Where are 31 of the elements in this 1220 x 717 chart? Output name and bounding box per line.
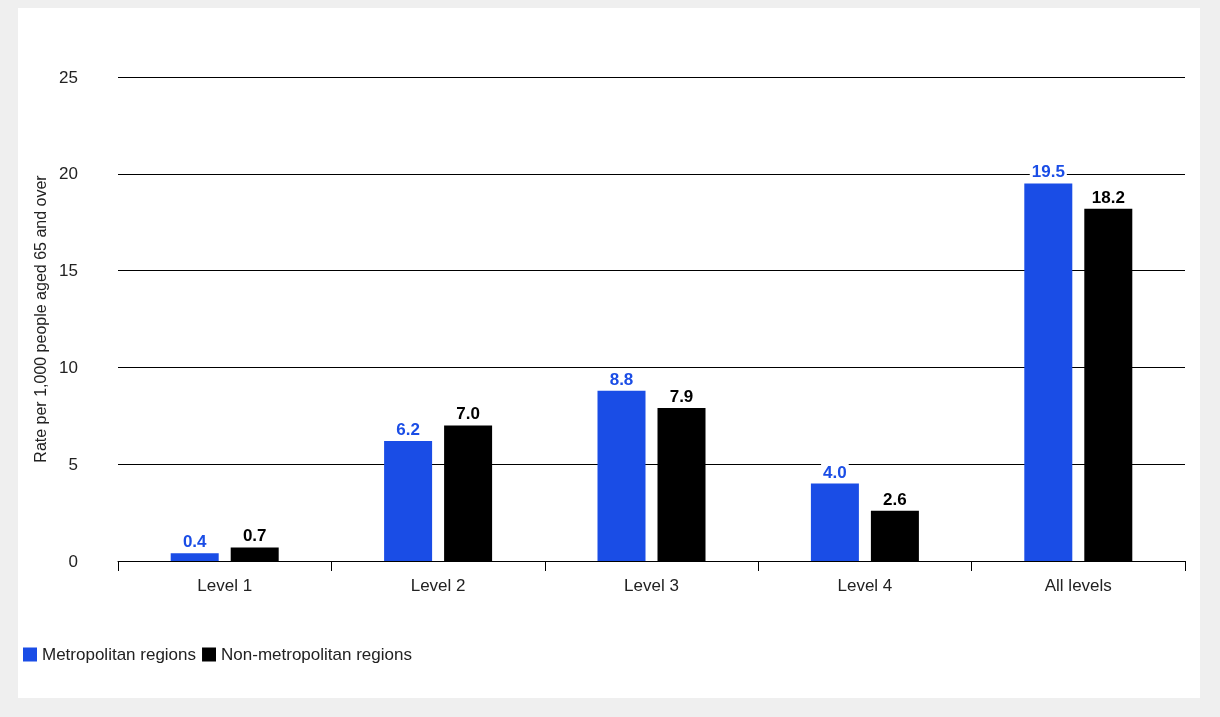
x-tick-label: Level 1 <box>197 576 253 595</box>
bar <box>384 440 433 561</box>
data-label: 6.2 <box>396 419 420 439</box>
data-label: 8.8 <box>609 369 634 389</box>
bar <box>870 510 919 561</box>
data-label: 7.9 <box>669 387 694 407</box>
y-tick-label: 25 <box>59 67 78 87</box>
y-tick-label: 10 <box>59 357 78 377</box>
x-tick-label: All levels <box>1044 576 1112 595</box>
bar <box>230 547 279 561</box>
data-label: 4.0 <box>823 462 847 482</box>
data-label: 2.6 <box>883 489 907 509</box>
data-label: 7.0 <box>456 404 480 424</box>
data-label: 0.7 <box>242 526 267 546</box>
y-tick-label: 20 <box>59 164 78 184</box>
x-tick-label: Level 2 <box>410 576 466 595</box>
legend-label: Non-metropolitan regions <box>221 645 412 664</box>
data-label: 19.5 <box>1031 162 1065 182</box>
x-tick-label: Level 3 <box>624 576 679 595</box>
bar <box>1024 183 1073 561</box>
bar <box>597 390 646 561</box>
y-tick-label: 5 <box>68 454 78 474</box>
y-tick-label: 0 <box>68 551 78 571</box>
y-axis-title: Rate per 1,000 people aged 65 and over <box>31 174 49 463</box>
bar <box>170 553 219 561</box>
bar <box>810 483 859 561</box>
x-tick-label: Level 4 <box>837 576 893 595</box>
y-tick-label: 15 <box>59 261 78 281</box>
data-label: 18.2 <box>1091 187 1125 207</box>
legend-label: Metropolitan regions <box>42 645 197 664</box>
data-label: 0.4 <box>182 532 208 552</box>
